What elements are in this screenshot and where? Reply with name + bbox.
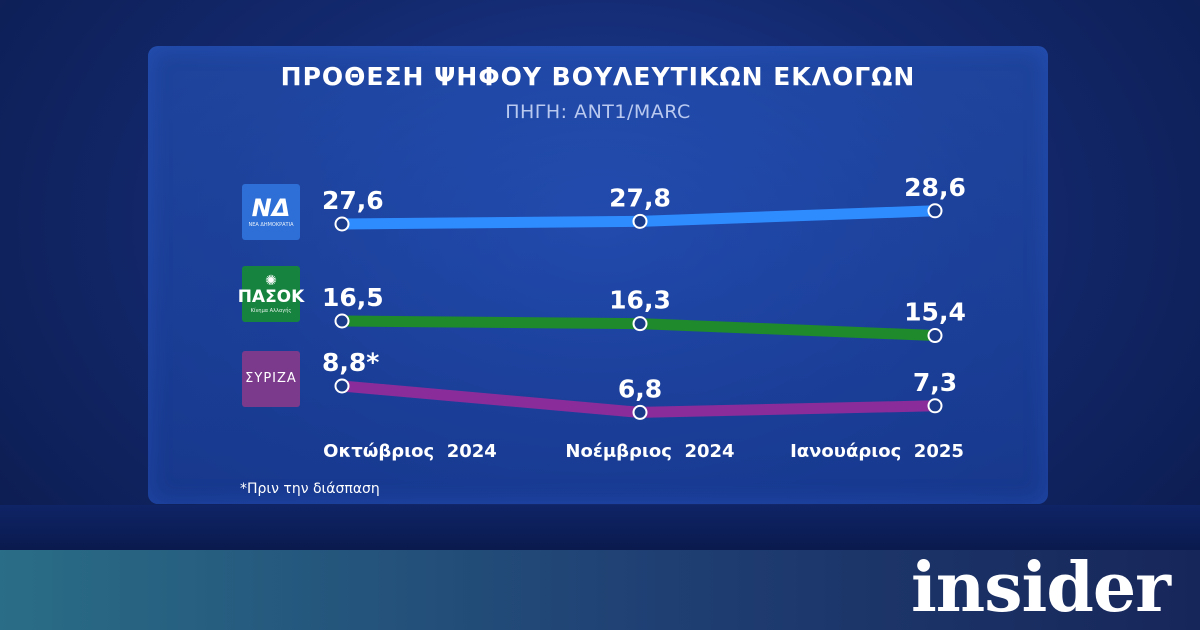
data-label-syriza-1: 6,8 [618, 374, 662, 403]
data-label-pasok-0: 16,5 [322, 283, 384, 312]
data-point-nd-1 [632, 213, 648, 229]
pasok-logo-subtext: Κίνημα Αλλαγής [250, 307, 292, 314]
data-point-nd-0 [334, 216, 350, 232]
chart-source: ΠΗΓΗ: ANT1/MARC [505, 101, 691, 123]
sun-icon: ✺ [265, 272, 277, 289]
nd-logo-text: ΝΔ [251, 193, 291, 222]
data-label-nd-0: 27,6 [322, 186, 384, 215]
data-point-pasok-2 [927, 328, 943, 344]
nd-logo: ΝΔ ΝΕΑ ΔΗΜΟΚΡΑΤΙΑ [242, 184, 300, 240]
nd-logo-subtext: ΝΕΑ ΔΗΜΟΚΡΑΤΙΑ [248, 221, 294, 228]
pasok-logo: ✺ ΠΑΣΟΚ Κίνημα Αλλαγής [238, 266, 304, 322]
footnote: *Πριν την διάσπαση [240, 481, 380, 497]
data-point-syriza-1 [632, 404, 648, 420]
data-label-syriza-2: 7,3 [913, 368, 957, 397]
data-label-nd-2: 28,6 [904, 173, 966, 202]
data-label-nd-1: 27,8 [609, 183, 671, 212]
data-point-nd-2 [927, 203, 943, 219]
syriza-logo: ΣΥΡΙΖΑ [242, 351, 300, 407]
data-label-syriza-0: 8,8* [322, 348, 379, 377]
data-point-pasok-0 [334, 313, 350, 329]
studio-floor [0, 505, 1200, 550]
brand-banner [0, 550, 1200, 630]
data-label-pasok-2: 15,4 [904, 298, 966, 327]
syriza-logo-text: ΣΥΡΙΖΑ [245, 371, 297, 386]
chart-title: ΠΡΟΘΕΣΗ ΨΗΦΟΥ ΒΟΥΛΕΥΤΙΚΩΝ ΕΚΛΟΓΩΝ [280, 62, 916, 91]
data-point-pasok-1 [632, 316, 648, 332]
x-tick-label-1: Νοέμβριος 2024 [565, 441, 734, 462]
x-tick-label-2: Ιανουάριος 2025 [790, 441, 964, 462]
data-point-syriza-0 [334, 378, 350, 394]
brand-logo: insider [910, 548, 1171, 628]
data-label-pasok-1: 16,3 [609, 286, 671, 315]
pasok-logo-text: ΠΑΣΟΚ [237, 286, 305, 307]
data-point-syriza-2 [927, 398, 943, 414]
x-tick-label-0: Οκτώβριος 2024 [323, 441, 497, 462]
